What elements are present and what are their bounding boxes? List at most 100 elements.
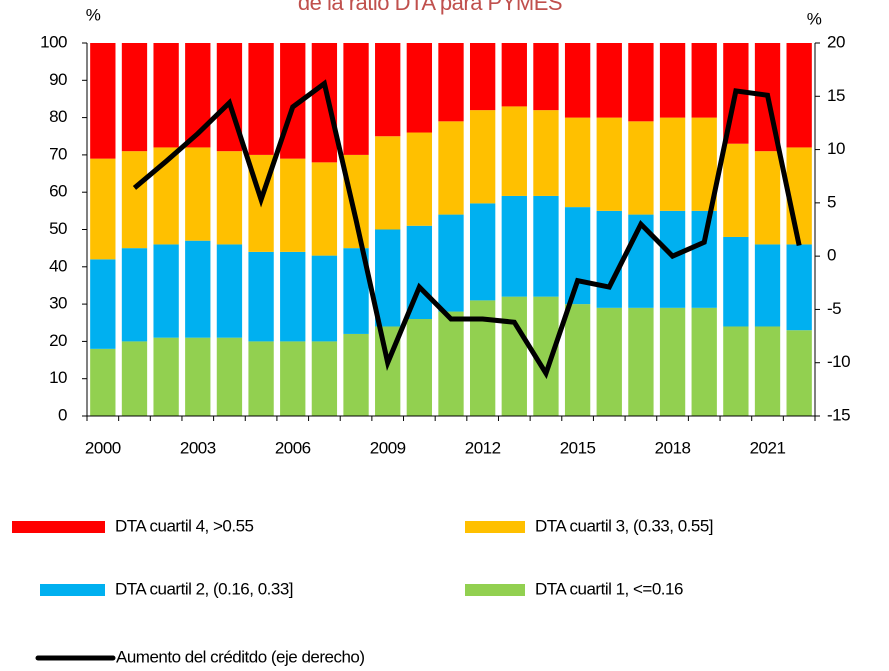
y-tick-label: 60 <box>49 182 67 201</box>
y-unit: % <box>86 5 101 24</box>
y-tick-label: 80 <box>49 107 67 126</box>
bar-segment <box>691 210 717 308</box>
legend-label: DTA cuartil 2, (0.16, 0.33] <box>115 579 293 598</box>
bar-segment <box>375 136 401 230</box>
bar-segment <box>185 337 211 416</box>
bar-segment <box>596 210 622 308</box>
bar-segment <box>723 326 749 416</box>
bar-segment <box>121 248 148 342</box>
y-tick-label: 0 <box>58 405 67 424</box>
y2-tick-label: 20 <box>827 32 845 51</box>
legend-swatch <box>12 521 105 533</box>
bar-segment <box>90 43 116 159</box>
bar-segment <box>216 337 243 416</box>
bar-segment <box>311 255 338 342</box>
bar-segment <box>121 43 148 152</box>
y2-tick-label: -5 <box>827 299 841 318</box>
y-tick-label: 100 <box>40 32 67 51</box>
bar-segment <box>185 147 211 241</box>
legend-label: DTA cuartil 1, <=0.16 <box>535 579 683 598</box>
bar-segment <box>754 244 781 327</box>
legend-label: DTA cuartil 3, (0.33, 0.55] <box>535 516 713 535</box>
bar-segment <box>691 307 717 416</box>
y2-tick-label: 10 <box>827 139 845 158</box>
bar-segment <box>280 158 306 252</box>
x-tick-label: 2015 <box>560 438 596 457</box>
legend-label: DTA cuartil 4, >0.55 <box>115 516 254 535</box>
bar-segment <box>438 43 464 122</box>
bar-segment <box>438 121 464 215</box>
bar-segment <box>280 251 306 342</box>
bar-segment <box>501 106 527 196</box>
x-tick-label: 2000 <box>85 438 121 457</box>
bar-segment <box>469 110 496 204</box>
bar-segment <box>723 236 749 327</box>
y-tick-label: 70 <box>49 144 67 163</box>
bar-segment <box>533 110 559 196</box>
bar-segment <box>628 121 654 215</box>
bar-segment <box>596 43 622 118</box>
y2-tick-label: 15 <box>827 86 845 105</box>
bar-segment <box>596 117 622 211</box>
bar-segment <box>469 203 496 301</box>
y-tick-label: 50 <box>49 219 67 238</box>
bar-segment <box>248 341 274 416</box>
bar-segment <box>596 307 622 416</box>
bar-segment <box>786 330 812 416</box>
bar-segment <box>90 259 116 349</box>
bar-segment <box>754 151 781 245</box>
legend-swatch <box>40 584 105 596</box>
bar-segment <box>501 43 527 107</box>
y2-tick-label: -15 <box>827 405 850 424</box>
bar-segment <box>628 307 654 416</box>
bar-segment <box>185 43 211 148</box>
bar-segment <box>469 43 496 111</box>
bar-segment <box>659 210 686 308</box>
bar-segment <box>659 117 686 211</box>
bar-segment <box>501 296 527 416</box>
bar-segment <box>311 162 338 256</box>
x-tick-label: 2006 <box>275 438 311 457</box>
bar-segment <box>786 244 812 331</box>
bar-segment <box>691 43 717 118</box>
bar-segment <box>438 311 464 416</box>
bar-segment <box>280 341 306 416</box>
bar-segment <box>311 341 338 416</box>
bar-segment <box>216 244 243 338</box>
bar-segment <box>501 195 527 297</box>
bar-segment <box>153 43 179 148</box>
bar-segment <box>153 337 179 416</box>
bar-segment <box>406 319 433 416</box>
bar-segment <box>533 195 559 297</box>
bar-segment <box>248 251 274 342</box>
y2-tick-label: 0 <box>827 246 836 265</box>
bar-segment <box>659 43 686 118</box>
x-tick-label: 2012 <box>465 438 501 457</box>
bar-segment <box>216 151 243 245</box>
line-series <box>132 79 802 380</box>
bar-segment <box>90 158 116 260</box>
bar-segment <box>406 132 433 226</box>
bar-segment <box>786 43 812 148</box>
bar-segment <box>311 43 338 163</box>
bar-segment <box>659 307 686 416</box>
x-tick-label: 2021 <box>750 438 786 457</box>
bar-segment <box>406 43 433 133</box>
bar-segment <box>564 117 591 208</box>
bar-segment <box>153 244 179 338</box>
x-tick-label: 2003 <box>180 438 216 457</box>
y2-unit: % <box>807 9 822 28</box>
y-tick-label: 90 <box>49 70 67 89</box>
bar-segment <box>375 43 401 137</box>
bar-segment <box>754 326 781 416</box>
x-tick-label: 2009 <box>370 438 406 457</box>
bar-segment <box>185 240 211 338</box>
legend-label: Aumento del créditdo (eje derecho) <box>116 647 365 666</box>
y2-tick-label: 5 <box>827 192 836 211</box>
bar-segment <box>248 43 274 155</box>
y-tick-label: 20 <box>49 331 67 350</box>
bar-segment <box>438 214 464 312</box>
bar-segment <box>723 143 749 237</box>
